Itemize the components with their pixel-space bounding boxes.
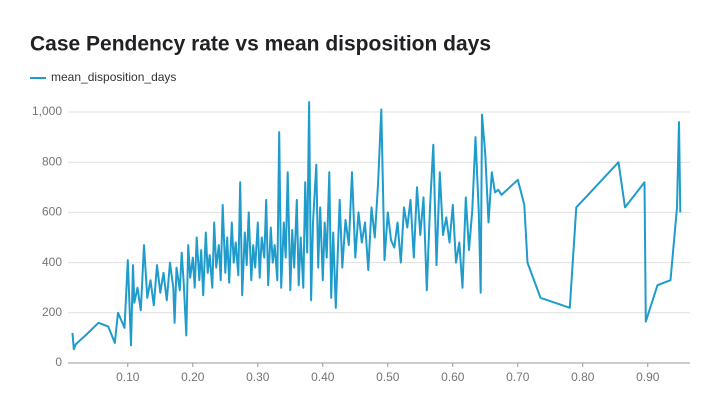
y-tick-label: 400 bbox=[42, 255, 62, 269]
x-tick-label: 0.20 bbox=[181, 370, 205, 384]
series-line bbox=[71, 101, 682, 351]
x-tick-label: 0.10 bbox=[116, 370, 140, 384]
y-tick-label: 1,000 bbox=[32, 104, 62, 118]
x-tick-label: 0.50 bbox=[376, 370, 400, 384]
y-tick-label: 0 bbox=[55, 355, 62, 369]
x-tick-label: 0.60 bbox=[441, 370, 465, 384]
y-tick-label: 600 bbox=[42, 205, 62, 219]
x-tick-label: 0.90 bbox=[636, 370, 660, 384]
x-tick-label: 0.30 bbox=[246, 370, 270, 384]
legend: mean_disposition_days bbox=[30, 70, 176, 84]
y-tick-label: 800 bbox=[42, 154, 62, 168]
x-tick-label: 0.70 bbox=[506, 370, 530, 384]
x-tick-label: 0.40 bbox=[311, 370, 335, 384]
y-tick-label: 200 bbox=[42, 305, 62, 319]
x-tick-label: 0.80 bbox=[571, 370, 595, 384]
legend-label: mean_disposition_days bbox=[51, 70, 176, 84]
chart-title: Case Pendency rate vs mean disposition d… bbox=[30, 33, 491, 56]
